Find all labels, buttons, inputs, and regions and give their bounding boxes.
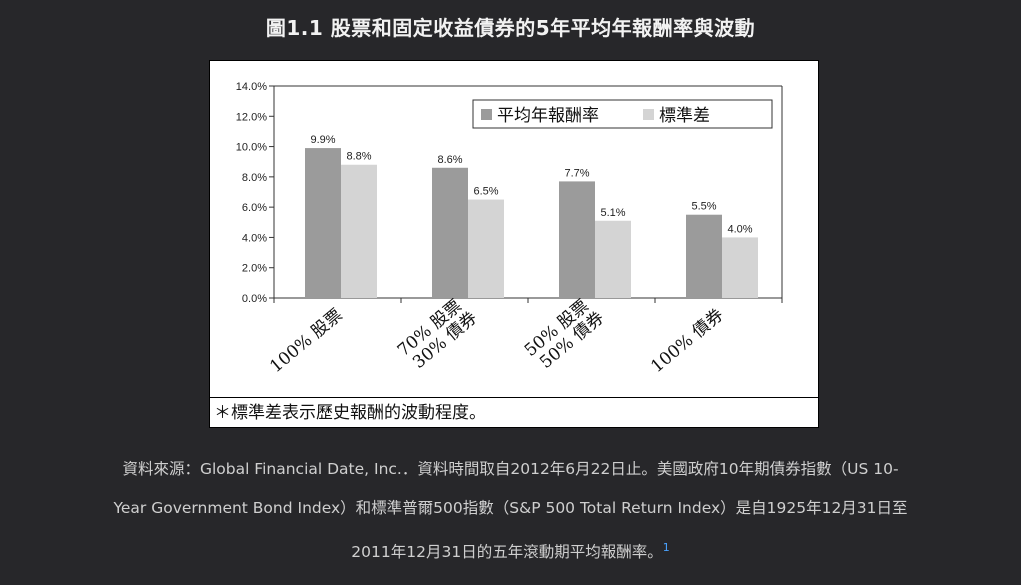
y-tick-label: 4.0% [242,232,267,244]
data-label: 5.1% [600,207,625,219]
chart-note: ＊標準差表示歷史報酬的波動程度。 [209,398,819,428]
data-label: 5.5% [691,201,716,213]
y-tick-label: 2.0% [242,263,267,275]
legend-swatch [481,109,492,120]
y-tick-label: 0.0% [242,293,267,305]
bar-stddev [468,199,504,298]
y-tick-label: 6.0% [242,202,267,214]
bar-return [686,214,722,298]
category-label-line: 100% 股票 [266,305,346,377]
legend-box [472,99,773,129]
y-tick-label: 8.0% [242,172,267,184]
y-tick-label: 14.0% [236,81,267,93]
legend-label: 標準差 [659,106,710,126]
data-label: 7.7% [564,167,589,179]
source-line-2: Year Government Bond Index）和標準普爾500指數（S&… [113,499,908,517]
bar-stddev [341,164,377,298]
bar-stddev [595,220,631,298]
footnote-link[interactable]: 1 [662,541,670,554]
bar-return [432,167,468,298]
category-label: 70% 股票30% 債券 [394,293,481,375]
bar-stddev [722,237,758,298]
category-label: 100% 債券 [647,305,727,377]
data-label: 8.6% [437,154,462,166]
source-line-3: 2011年12月31日的五年滾動期平均報酬率。1 [70,528,951,572]
source-line-1: 資料來源：Global Financial Date, Inc.．資料時間取自2… [122,460,899,478]
y-tick-label: 10.0% [236,142,267,154]
bar-chart: 0.0% 2.0% 4.0% 6.0% 8.0% 10.0% 12.0% 14.0% 9.9% 8… [236,81,783,377]
y-tick-label: 12.0% [236,111,267,123]
bar-return [559,181,595,298]
category-label: 50% 股票50% 債券 [521,293,608,375]
category-label: 100% 股票 [266,305,346,377]
bar-return [305,148,341,298]
category-label-line: 100% 債券 [647,305,727,377]
source-text: 資料來源：Global Financial Date, Inc.．資料時間取自2… [70,450,951,572]
legend-swatch [643,109,654,120]
figure-title: 圖1.1 股票和固定收益債券的5年平均年報酬率與波動 [265,16,756,40]
chart-container: 0.0% 2.0% 4.0% 6.0% 8.0% 10.0% 12.0% 14.0% 9.9% 8… [209,60,819,398]
data-label: 9.9% [310,134,335,146]
data-label: 4.0% [727,223,752,235]
legend-label: 平均年報酬率 [497,106,599,126]
source-line-3-text: 2011年12月31日的五年滾動期平均報酬率。 [351,543,663,562]
data-label: 8.8% [346,151,371,163]
data-label: 6.5% [473,186,498,198]
